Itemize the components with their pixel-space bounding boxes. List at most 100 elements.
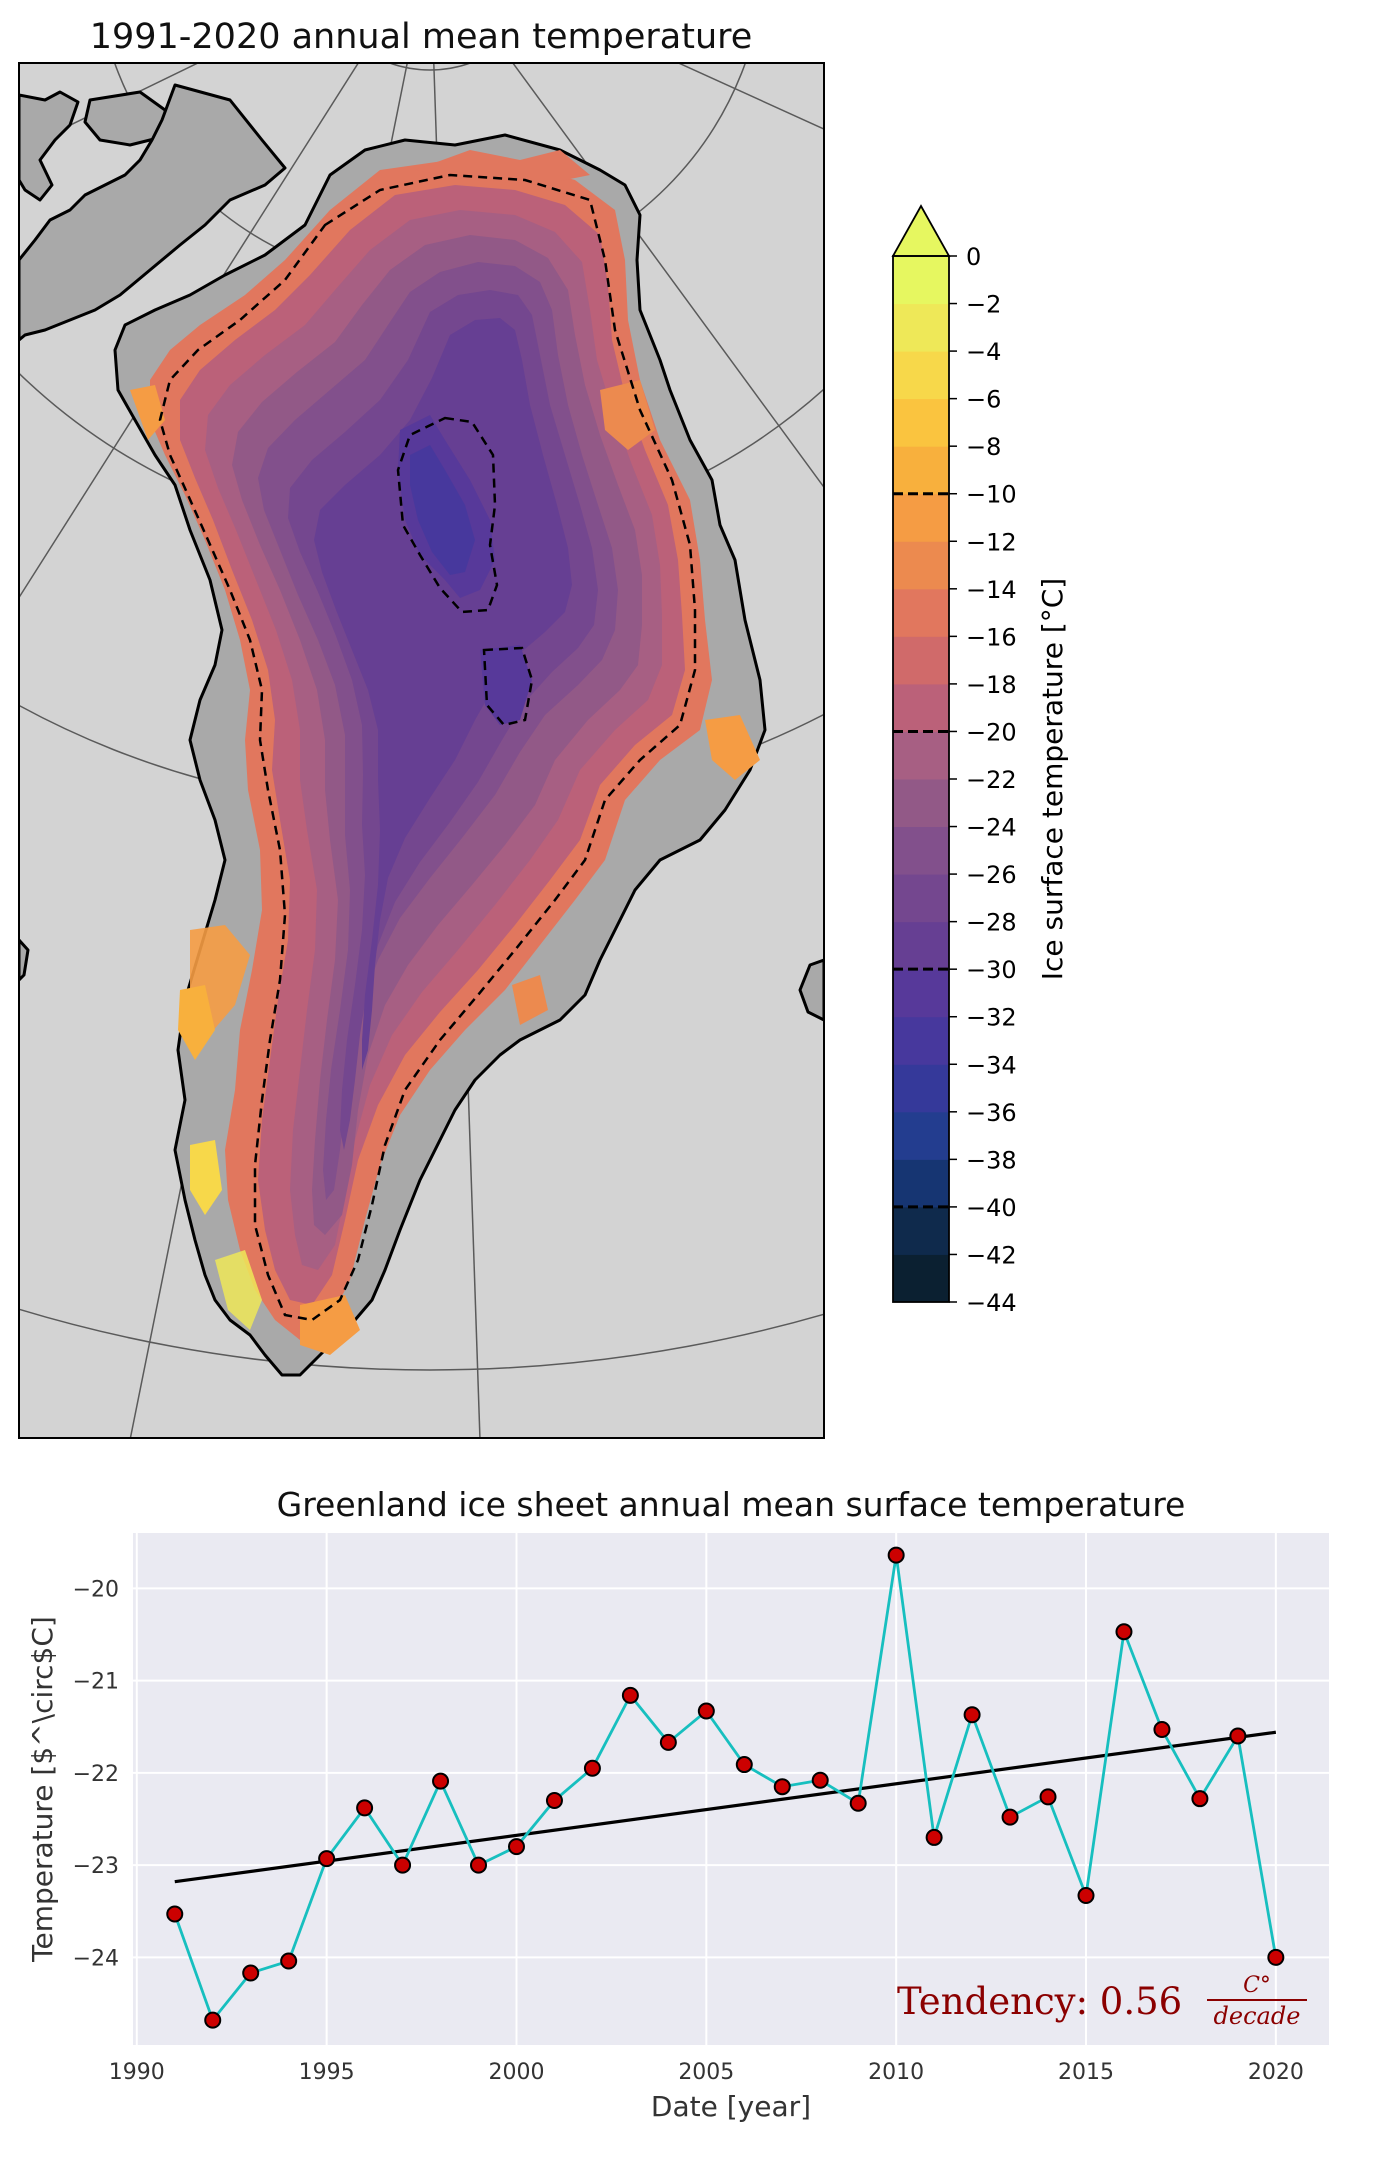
x-tick-label: 2015 (1058, 2060, 1114, 2085)
colorbar-tick-label: −20 (966, 718, 1017, 746)
timeseries-grid (133, 1533, 1329, 2045)
colorbar-tick-label: −14 (966, 576, 1017, 604)
data-point (1229, 1727, 1247, 1745)
data-point (811, 1771, 829, 1789)
colorbar-swatch (893, 779, 949, 828)
colorbar-swatch (893, 303, 949, 352)
data-point (204, 2011, 222, 2029)
data-point (280, 1952, 298, 1970)
data-point (318, 1850, 336, 1868)
colorbar-tick-label: −38 (966, 1146, 1017, 1174)
colorbar-swatch (893, 493, 949, 542)
tendency-denominator: decade (1214, 2002, 1301, 2030)
data-point (1191, 1790, 1209, 1808)
ice-temperature-field (150, 160, 712, 1340)
data-point (1153, 1720, 1171, 1738)
x-tick-label: 1995 (299, 2060, 355, 2085)
tendency-numerator: C° (1243, 1973, 1271, 1998)
x-tick-label: 2000 (488, 2060, 544, 2085)
colorbar-tick-label: −32 (966, 1004, 1017, 1032)
timeseries-title: Greenland ice sheet annual mean surface … (277, 1485, 1186, 1524)
data-point (507, 1838, 525, 1856)
colorbar-tick-label: −22 (966, 766, 1017, 794)
data-point (356, 1799, 374, 1817)
colorbar-tick-label: −36 (966, 1099, 1017, 1127)
y-tick-labels: −20 −21 −22 −23 −24 (73, 1577, 119, 1971)
x-tick-label: 2020 (1248, 2060, 1304, 2085)
data-point (925, 1828, 943, 1846)
land-outlines (19, 83, 824, 1022)
colorbar-tick-label: −10 (966, 481, 1017, 509)
colorbar-contour-lines (893, 492, 949, 1209)
colorbar-extend-triangle (891, 204, 951, 257)
colorbar-swatch (893, 588, 949, 637)
colorbar-swatch (893, 351, 949, 400)
timeseries-axes-background (133, 1533, 1329, 2045)
coastal-warm-fringe (130, 150, 760, 1355)
data-point (1001, 1808, 1019, 1826)
data-point (470, 1856, 488, 1874)
colorbar-swatch (893, 731, 949, 780)
colorbar-tick-label: −40 (966, 1194, 1017, 1222)
data-point (1077, 1887, 1095, 1905)
colorbar-tick-label: −4 (966, 338, 1001, 366)
colorbar-tick-label: −34 (966, 1051, 1017, 1079)
temperature-line (173, 1554, 1278, 2023)
colorbar-swatch (893, 398, 949, 447)
temperature-markers (166, 1546, 1285, 2029)
colorbar-swatch (893, 683, 949, 732)
colorbar-swatch (893, 1064, 949, 1113)
colorbar-tick-label: −18 (966, 671, 1017, 699)
colorbar-swatch (893, 541, 949, 590)
tendency-prefix: Tendency: 0.56 (897, 1980, 1182, 2023)
data-point (1039, 1788, 1057, 1806)
colorbar: 0 −2 −4 −6 −8 −10 −12 −14 −16 −18 −20 −22 −24 −26 −28 −… (891, 204, 1069, 1317)
trend-line (174, 1730, 1277, 1884)
colorbar-swatch (893, 1159, 949, 1208)
colorbar-swatch (893, 1206, 949, 1255)
x-tick-label: 2010 (868, 2060, 924, 2085)
data-point (432, 1772, 450, 1790)
colorbar-tick-label: −12 (966, 528, 1017, 556)
colorbar-tick-label: −6 (966, 386, 1001, 414)
colorbar-tick-label: −44 (966, 1289, 1017, 1317)
colorbar-swatch (893, 256, 949, 305)
colorbar-tick-label: −28 (966, 909, 1017, 937)
y-tick-label: −21 (73, 1670, 119, 1695)
trend-line-segment (174, 1730, 1277, 1884)
data-point (545, 1792, 563, 1810)
dashed-isotherms (158, 173, 697, 1322)
y-tick-label: −20 (73, 1577, 119, 1602)
map-frame (18, 62, 825, 1439)
y-axis-label: Temperature [$^\circ$C] (26, 1616, 59, 1963)
map-title: 1991-2020 annual mean temperature (90, 17, 753, 57)
map-panel (19, 63, 824, 1438)
colorbar-swatch (893, 1111, 949, 1160)
colorbar-tick-label: −2 (966, 291, 1001, 319)
data-point (621, 1686, 639, 1704)
colorbar-swatch (893, 446, 949, 495)
x-axis-label: Date [year] (651, 2090, 811, 2123)
data-point (849, 1794, 867, 1812)
x-tick-label: 2005 (678, 2060, 734, 2085)
colorbar-tick-label: −8 (966, 433, 1001, 461)
colorbar-label: Ice surface temperature [°C] (1036, 578, 1069, 980)
colorbar-ticks: 0 −2 −4 −6 −8 −10 −12 −14 −16 −18 −20 −22 −24 −26 −28 −… (949, 243, 1017, 1317)
data-point (583, 1759, 601, 1777)
colorbar-tick-label: −24 (966, 814, 1017, 842)
data-point (394, 1856, 412, 1874)
x-tick-labels: 1990 1995 2000 2005 2010 2015 2020 (109, 2060, 1304, 2085)
tendency-annotation: Tendency: 0.56 C° decade (897, 1973, 1307, 2030)
colorbar-swatch (893, 969, 949, 1018)
colorbar-swatch (893, 874, 949, 923)
x-tick-label: 1990 (109, 2060, 165, 2085)
data-point (659, 1733, 677, 1751)
data-point (773, 1778, 791, 1796)
data-point (963, 1706, 981, 1724)
colorbar-swatches (893, 256, 949, 1303)
colorbar-tick-label: 0 (966, 243, 981, 271)
data-point (1115, 1623, 1133, 1641)
data-point (242, 1964, 260, 1982)
colorbar-tick-label: −16 (966, 623, 1017, 651)
